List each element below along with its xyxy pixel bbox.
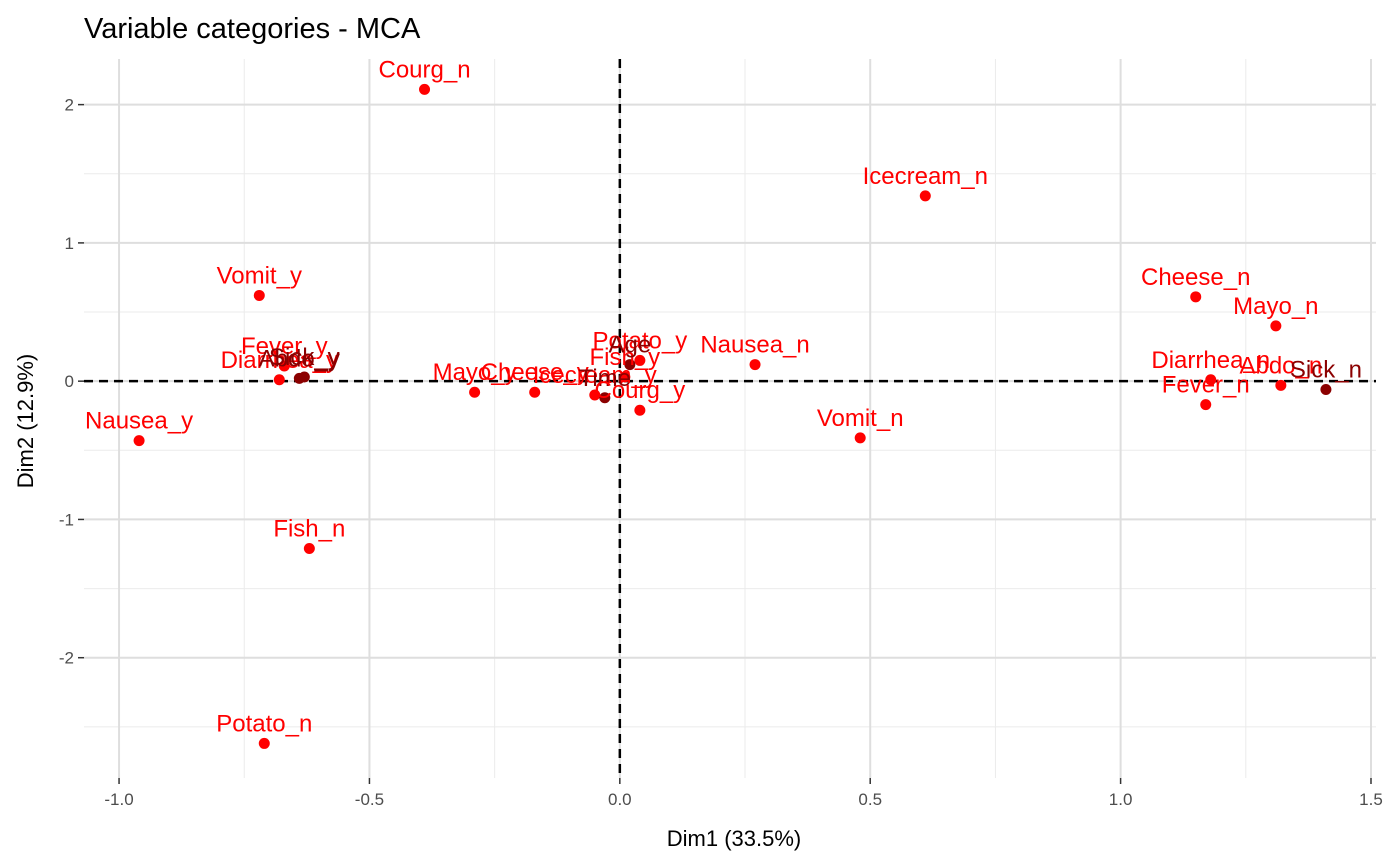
point	[1270, 320, 1282, 332]
y-axis-title: Dim2 (12.9%)	[13, 354, 38, 488]
x-tick-label: -1.0	[104, 790, 133, 809]
point	[599, 392, 611, 404]
point-label: Abdo_y	[259, 345, 340, 372]
y-tick-label: 2	[65, 96, 74, 115]
point	[278, 360, 290, 372]
x-axis-title: Dim1 (33.5%)	[667, 826, 801, 851]
point	[133, 435, 145, 447]
x-tick-label: 0.0	[608, 790, 632, 809]
point-label: Fever_n	[1162, 372, 1250, 399]
point	[749, 359, 761, 371]
point	[634, 404, 646, 416]
x-tick-label: 1.0	[1109, 790, 1133, 809]
point-label: Fever_y	[241, 333, 328, 360]
point	[634, 354, 646, 366]
point	[624, 359, 636, 371]
x-tick-label: 0.5	[858, 790, 882, 809]
point-label: Icecream_y	[533, 362, 657, 389]
point-label: Fish_y	[589, 344, 660, 371]
x-axis: -1.0 -0.5 0.0 0.5 1.0 1.5	[104, 778, 1383, 809]
point	[298, 371, 310, 383]
x-tick-label: 1.5	[1359, 790, 1383, 809]
point	[619, 371, 631, 383]
point-label: Mayo_n	[1233, 293, 1318, 320]
point	[1320, 383, 1332, 395]
y-tick-label: -1	[59, 510, 74, 529]
point-label: Vomit_y	[217, 262, 302, 289]
grid	[84, 59, 1376, 778]
point-label: Potato_n	[216, 710, 312, 737]
point-label: Potato_y	[592, 327, 687, 354]
point-label: Cheese_n	[1141, 264, 1250, 291]
reference-lines	[84, 59, 1376, 778]
point-label: Courg_y	[595, 377, 686, 404]
point-label: Courg_n	[378, 56, 470, 83]
point	[253, 289, 265, 301]
point-label: Sick_n	[1290, 356, 1362, 383]
point	[258, 737, 270, 749]
point-label: Cheese_y	[481, 359, 589, 386]
y-tick-label: 0	[65, 372, 74, 391]
y-tick-label: -2	[59, 649, 74, 668]
point	[919, 190, 931, 202]
point	[1275, 379, 1287, 391]
point-label: Age	[608, 332, 651, 359]
chart-title: Variable categories - MCA	[84, 13, 421, 45]
point-label: Fish_n	[273, 515, 345, 542]
point-label: Time	[579, 365, 631, 392]
y-axis: -2 -1 0 1 2	[59, 96, 84, 668]
point	[529, 386, 541, 398]
points	[133, 83, 1332, 749]
point-label: Diarrhea_y	[221, 347, 338, 374]
point	[273, 374, 285, 386]
point	[1205, 374, 1217, 386]
point	[854, 432, 866, 444]
point-label: Nausea_n	[700, 332, 809, 359]
point	[419, 83, 431, 95]
point-label: Icecream_n	[863, 163, 988, 190]
y-tick-label: 1	[65, 234, 74, 253]
point	[1190, 291, 1202, 303]
x-tick-label: -0.5	[355, 790, 384, 809]
point	[303, 542, 315, 554]
point-label: Diarrhea_n	[1151, 347, 1270, 374]
point	[589, 389, 601, 401]
point-label: Vomit_n	[817, 405, 904, 432]
point-label: Abdo_n	[1239, 352, 1322, 379]
point-label: Sick_y	[269, 344, 340, 371]
point	[469, 386, 481, 398]
point-label: Nausea_y	[85, 408, 193, 435]
point	[1200, 399, 1212, 411]
point-label: Mayo_y	[433, 359, 517, 386]
